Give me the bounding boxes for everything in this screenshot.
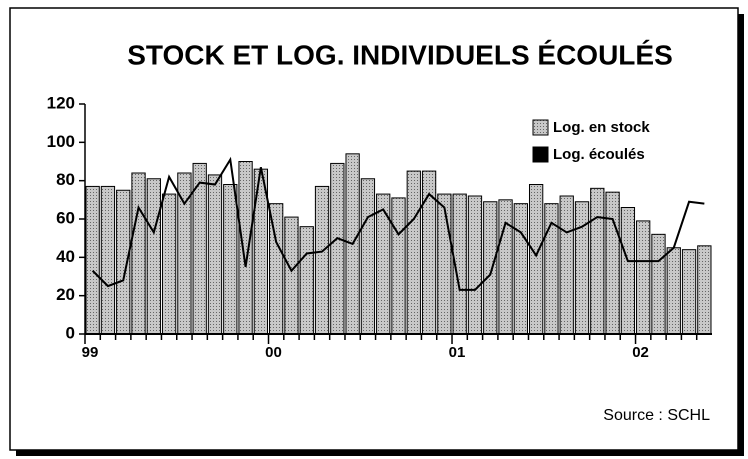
bar [100,185,116,335]
legend-label: Log. écoulés [553,146,645,163]
bar [284,216,299,335]
bar [697,245,712,335]
bar [360,178,376,335]
y-tick-label: 40 [56,247,75,266]
y-tick-label: 100 [47,132,75,151]
legend-swatch [532,119,549,136]
legend-swatch [532,146,549,163]
bar [620,207,636,335]
bar [483,201,498,335]
bar [681,249,697,335]
y-tick-label: 20 [56,285,75,304]
x-tick-label: 02 [632,344,649,361]
source: Source : SCHL [603,407,710,424]
bar [467,195,483,335]
chart-title: STOCK ET LOG. INDIVIDUELS ÉCOULÉS [127,39,673,70]
y-tick-label: 60 [56,208,75,227]
bar [146,178,161,335]
bar [299,226,314,335]
x-tick-label: 01 [449,344,466,361]
bar [528,184,544,335]
bar [314,185,330,335]
bar [406,170,421,335]
legend-label: Log. en stock [553,119,650,136]
bar [330,162,345,335]
bar [605,191,620,335]
bar [636,220,651,335]
bar [437,193,452,335]
bar [207,174,223,335]
bar [513,203,528,335]
bar [498,199,513,335]
bar [376,193,391,335]
bar [223,184,238,335]
y-tick-label: 120 [47,93,75,112]
bar [161,193,177,335]
bar [666,247,681,335]
x-tick-label: 00 [265,344,282,361]
bar [590,187,605,335]
bar [131,172,146,335]
bar [238,161,253,335]
bar [559,195,574,335]
bar [574,201,590,335]
y-tick-label: 80 [56,170,75,189]
bar [85,185,100,335]
bar [651,233,666,335]
y-tick-label: 0 [66,323,75,342]
bar [391,197,406,335]
x-tick-label: 99 [82,344,99,361]
line [91,156,705,291]
